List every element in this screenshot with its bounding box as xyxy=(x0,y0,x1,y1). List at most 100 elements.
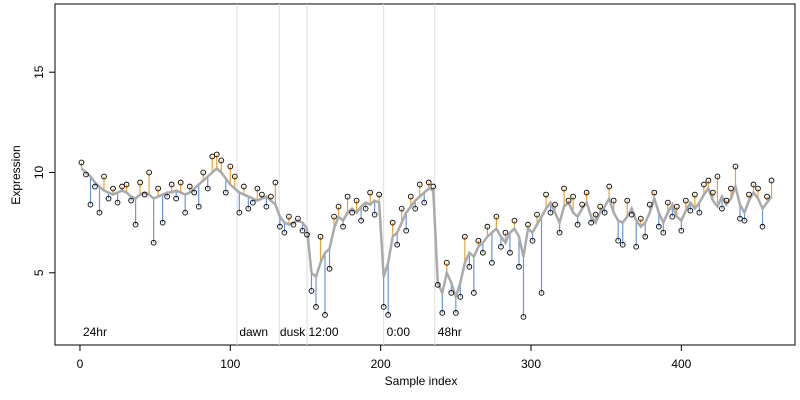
point xyxy=(601,209,608,216)
point xyxy=(507,249,513,256)
point xyxy=(552,201,558,208)
point xyxy=(168,181,175,188)
point xyxy=(367,189,373,196)
point xyxy=(155,185,161,192)
point xyxy=(583,189,590,196)
point xyxy=(231,173,238,180)
point xyxy=(434,281,441,288)
point xyxy=(493,213,500,220)
point xyxy=(218,157,225,164)
event-label: 48hr xyxy=(438,325,462,339)
point xyxy=(610,197,617,204)
point xyxy=(696,209,703,216)
point xyxy=(186,183,193,190)
point xyxy=(353,197,360,204)
point xyxy=(750,181,757,188)
point xyxy=(141,191,148,198)
point xyxy=(299,227,306,234)
point xyxy=(633,243,640,250)
point xyxy=(268,193,274,200)
point xyxy=(673,203,680,210)
point xyxy=(340,223,346,230)
x-tick-label: 300 xyxy=(521,357,541,371)
point xyxy=(110,185,116,192)
point xyxy=(615,237,622,244)
point xyxy=(655,223,662,230)
point xyxy=(322,312,328,318)
point xyxy=(480,249,486,256)
point xyxy=(177,179,184,186)
point xyxy=(556,229,563,236)
point xyxy=(385,312,392,318)
point xyxy=(664,199,671,206)
point xyxy=(137,179,143,186)
point xyxy=(723,197,730,204)
point xyxy=(313,304,319,310)
point xyxy=(150,239,157,246)
x-tick-label: 0 xyxy=(77,357,84,371)
point xyxy=(624,197,631,204)
fit-line xyxy=(80,166,773,301)
point xyxy=(159,219,166,226)
event-label: 12:00 xyxy=(308,325,338,339)
point xyxy=(547,209,554,216)
point xyxy=(146,169,152,176)
point xyxy=(764,193,770,200)
point xyxy=(741,217,748,224)
point xyxy=(678,227,685,234)
x-tick-label: 100 xyxy=(220,357,240,371)
point xyxy=(574,221,581,228)
plot-frame xyxy=(54,3,796,346)
point xyxy=(466,263,473,270)
point xyxy=(606,183,613,190)
point xyxy=(101,173,107,180)
point xyxy=(579,201,585,208)
point xyxy=(173,195,180,202)
point xyxy=(403,227,410,234)
point xyxy=(362,205,369,212)
point xyxy=(484,223,491,230)
event-label: dawn xyxy=(239,325,268,339)
point xyxy=(457,294,464,300)
point xyxy=(471,289,477,296)
point xyxy=(286,213,292,220)
point xyxy=(308,287,315,294)
point xyxy=(380,304,387,310)
point xyxy=(263,203,270,210)
point xyxy=(317,233,324,240)
point xyxy=(746,191,752,198)
point xyxy=(619,241,626,248)
point xyxy=(191,189,198,196)
point xyxy=(123,181,130,188)
point xyxy=(660,229,667,236)
point xyxy=(628,211,635,218)
point xyxy=(326,265,333,272)
point xyxy=(259,191,265,198)
x-axis-label: Sample index xyxy=(385,374,458,388)
point xyxy=(96,209,103,216)
point xyxy=(755,185,761,192)
point xyxy=(398,205,405,212)
point xyxy=(719,205,725,212)
point xyxy=(195,203,202,210)
point xyxy=(651,189,658,196)
point xyxy=(701,181,707,188)
point xyxy=(588,219,594,226)
point xyxy=(452,310,459,316)
point xyxy=(272,179,279,186)
point xyxy=(304,231,310,238)
point xyxy=(759,223,766,230)
point xyxy=(448,289,455,296)
point xyxy=(565,197,572,204)
point xyxy=(425,179,432,186)
point xyxy=(498,243,504,250)
point xyxy=(529,237,536,244)
point xyxy=(204,185,211,192)
y-axis-label: Expression xyxy=(9,145,23,204)
point xyxy=(421,199,428,206)
point xyxy=(597,203,604,210)
point xyxy=(538,289,545,296)
point xyxy=(114,199,121,206)
point xyxy=(358,217,364,224)
event-label: dusk xyxy=(280,325,306,339)
